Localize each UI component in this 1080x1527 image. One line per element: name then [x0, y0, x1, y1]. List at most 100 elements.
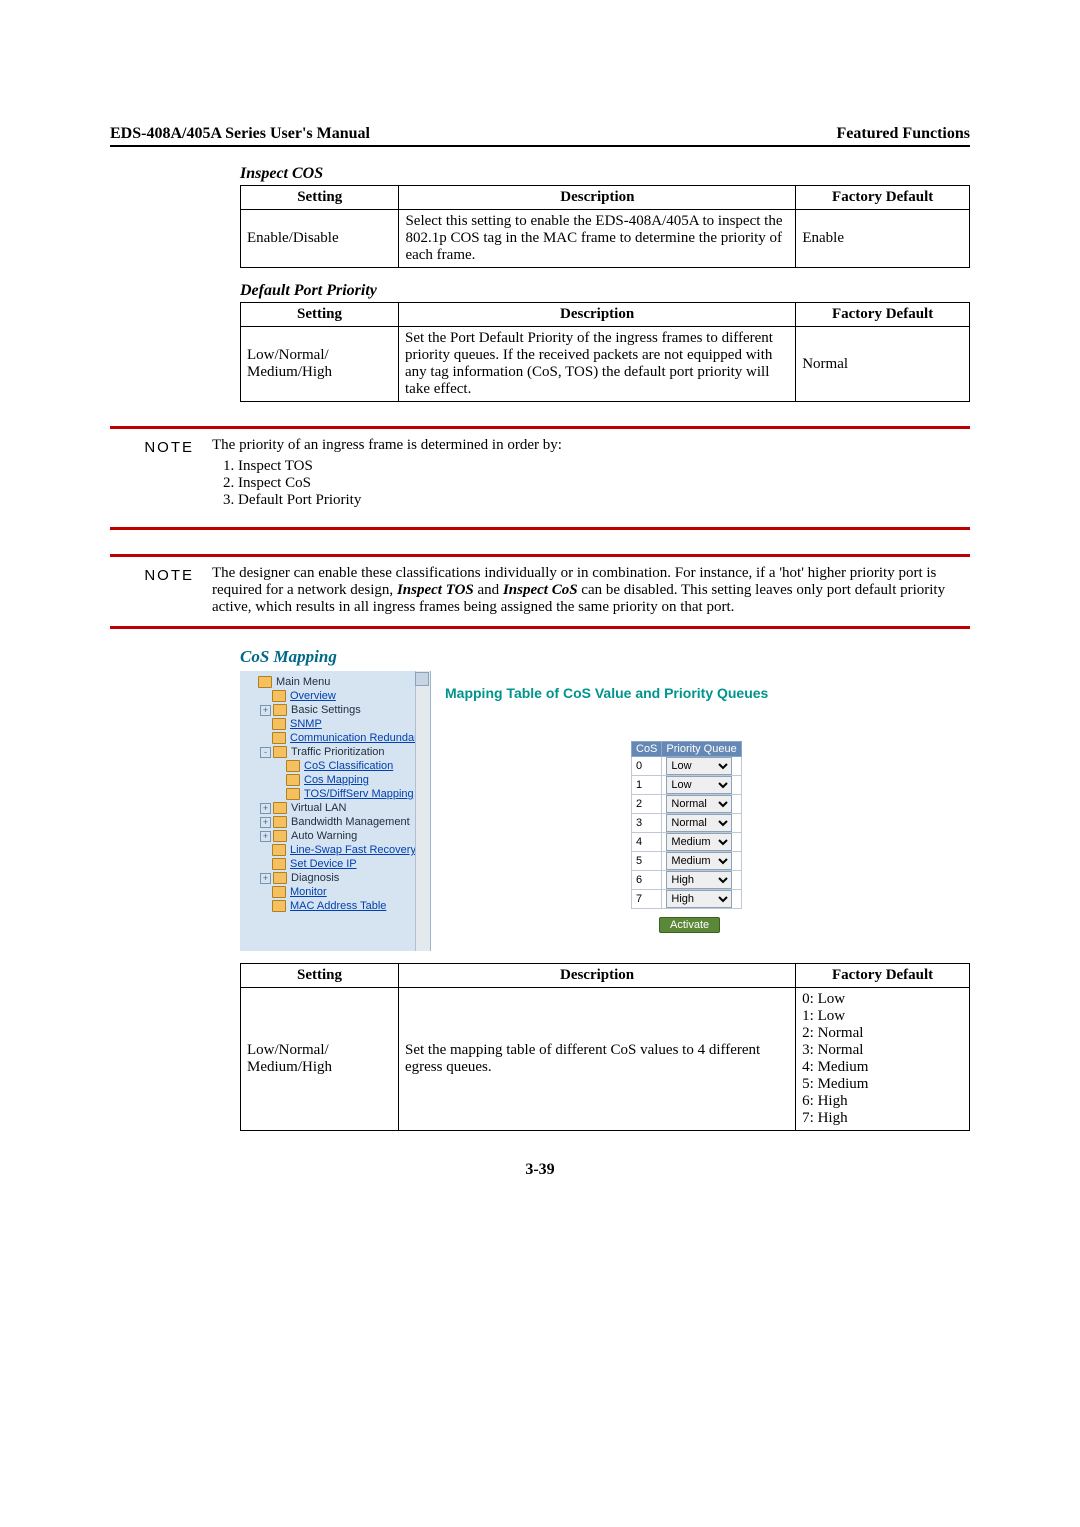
priority-queue-select[interactable]: High: [666, 871, 732, 889]
priority-queue-select[interactable]: Medium: [666, 852, 732, 870]
th-description: Description: [399, 303, 796, 327]
folder-icon: [286, 760, 300, 772]
note-body: The priority of an ingress frame is dete…: [212, 437, 970, 509]
sidebar-item[interactable]: Communication Redundancy: [246, 731, 430, 745]
sidebar-item-label: Line-Swap Fast Recovery: [290, 844, 416, 856]
priority-queue-select[interactable]: Normal: [666, 814, 732, 832]
sidebar-item[interactable]: Overview: [246, 689, 430, 703]
sidebar-item[interactable]: SNMP: [246, 717, 430, 731]
priority-queue-select[interactable]: Normal: [666, 795, 732, 813]
tree-expand-icon[interactable]: +: [260, 831, 271, 842]
sidebar-item-label: Cos Mapping: [304, 774, 369, 786]
sidebar-item[interactable]: Set Device IP: [246, 857, 430, 871]
table-row: 0Low: [632, 757, 742, 776]
table-row: Low/Normal/ Medium/High Set the Port Def…: [241, 327, 970, 402]
sidebar-item-label: Main Menu: [276, 676, 330, 688]
default-line: 1: Low: [802, 1008, 963, 1025]
cell-priority-queue: Normal: [662, 814, 741, 833]
table-row: 2Normal: [632, 795, 742, 814]
sidebar-item[interactable]: Main Menu: [246, 675, 430, 689]
table-row: 3Normal: [632, 814, 742, 833]
table-row: Low/Normal/ Medium/High Set the mapping …: [241, 988, 970, 1131]
folder-icon: [272, 718, 286, 730]
cell-cos: 5: [632, 852, 662, 871]
tree-expand-icon[interactable]: +: [260, 817, 271, 828]
sidebar-item[interactable]: -Traffic Prioritization: [246, 745, 430, 759]
sidebar-item[interactable]: TOS/DiffServ Mapping: [246, 787, 430, 801]
sidebar-item[interactable]: Monitor: [246, 885, 430, 899]
sidebar-item-label: Set Device IP: [290, 858, 357, 870]
sidebar-item[interactable]: Line-Swap Fast Recovery: [246, 843, 430, 857]
note-item: Inspect TOS: [238, 458, 970, 475]
folder-icon: [273, 704, 287, 716]
inspect-cos-table: Setting Description Factory Default Enab…: [240, 185, 970, 268]
folder-icon: [286, 774, 300, 786]
sidebar-item-label: Bandwidth Management: [291, 816, 410, 828]
th-cos: CoS: [632, 742, 662, 757]
table-header-row: Setting Description Factory Default: [241, 186, 970, 210]
folder-icon: [272, 690, 286, 702]
page-number: 3-39: [110, 1161, 970, 1179]
cell-priority-queue: Medium: [662, 833, 741, 852]
cell-default: Normal: [796, 327, 970, 402]
sidebar-item[interactable]: +Virtual LAN: [246, 801, 430, 815]
folder-icon: [272, 844, 286, 856]
table-header-row: CoS Priority Queue: [632, 742, 742, 757]
priority-queue-select[interactable]: Low: [666, 757, 732, 775]
sidebar-item[interactable]: + Basic Settings: [246, 703, 430, 717]
th-setting: Setting: [241, 303, 399, 327]
th-default: Factory Default: [796, 964, 970, 988]
cell-description: Select this setting to enable the EDS-40…: [399, 210, 796, 268]
table-row: 5Medium: [632, 852, 742, 871]
sidebar-item-label: Basic Settings: [291, 704, 361, 716]
note-text: and: [474, 582, 503, 598]
sidebar-item-label: Monitor: [290, 886, 327, 898]
cos-mapping-title: CoS Mapping: [240, 647, 970, 667]
tree-expand-icon[interactable]: +: [260, 705, 271, 716]
nav-tree[interactable]: Main MenuOverview + Basic SettingsSNMPComm…: [240, 671, 430, 913]
th-setting: Setting: [241, 964, 399, 988]
default-line: 0: Low: [802, 991, 963, 1008]
note-label: NOTE: [110, 437, 212, 509]
sidebar-item-label: Diagnosis: [291, 872, 339, 884]
sidebar-item[interactable]: + Bandwidth Management: [246, 815, 430, 829]
note-item: Inspect CoS: [238, 475, 970, 492]
cell-description: Set the mapping table of different CoS v…: [399, 988, 796, 1131]
cell-cos: 2: [632, 795, 662, 814]
sidebar-item[interactable]: Cos Mapping: [246, 773, 430, 787]
priority-queue-select[interactable]: High: [666, 890, 732, 908]
table-row: 6High: [632, 871, 742, 890]
default-line: 5: Medium: [802, 1076, 963, 1093]
sidebar-item[interactable]: MAC Address Table: [246, 899, 430, 913]
table-row: Enable/Disable Select this setting to en…: [241, 210, 970, 268]
sidebar-item[interactable]: + Auto Warning: [246, 829, 430, 843]
cell-priority-queue: Low: [662, 776, 741, 795]
cell-cos: 1: [632, 776, 662, 795]
tree-expand-icon[interactable]: +: [260, 803, 271, 814]
tree-expand-icon[interactable]: +: [260, 873, 271, 884]
cos-mapping-settings-table: Setting Description Factory Default Low/…: [240, 963, 970, 1131]
sidebar-item[interactable]: + Diagnosis: [246, 871, 430, 885]
folder-icon: [273, 830, 287, 842]
note-2: NOTE The designer can enable these class…: [110, 554, 970, 629]
tree-expand-icon[interactable]: -: [260, 747, 271, 758]
table-header-row: Setting Description Factory Default: [241, 964, 970, 988]
inspect-cos-title: Inspect COS: [240, 165, 970, 183]
table-row: 1Low: [632, 776, 742, 795]
cell-priority-queue: Low: [662, 757, 741, 776]
scrollbar-track[interactable]: [415, 671, 430, 951]
activate-button[interactable]: Activate: [659, 917, 720, 933]
default-line: 4: Medium: [802, 1059, 963, 1076]
note-em: Inspect TOS: [397, 582, 474, 598]
scrollbar-up-icon[interactable]: [415, 672, 429, 686]
sidebar-item[interactable]: CoS Classification: [246, 759, 430, 773]
cell-priority-queue: High: [662, 890, 741, 909]
priority-queue-select[interactable]: Medium: [666, 833, 732, 851]
cell-priority-queue: High: [662, 871, 741, 890]
sidebar-item-label: Auto Warning: [291, 830, 357, 842]
cell-cos: 3: [632, 814, 662, 833]
default-line: 2: Normal: [802, 1025, 963, 1042]
cell-cos: 0: [632, 757, 662, 776]
priority-queue-select[interactable]: Low: [666, 776, 732, 794]
folder-icon: [272, 858, 286, 870]
